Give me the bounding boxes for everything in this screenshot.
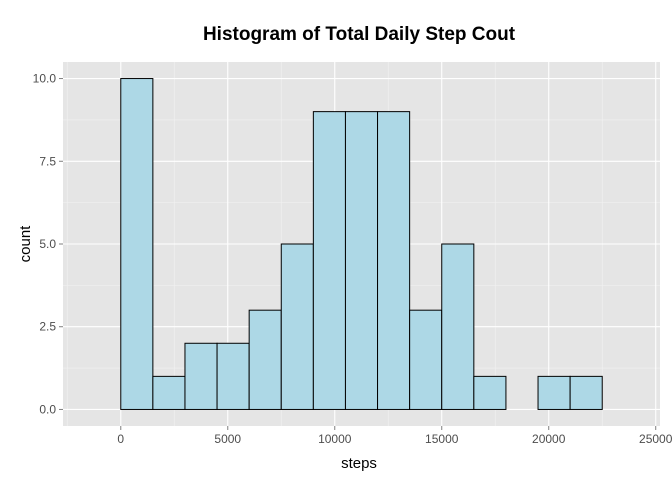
histogram-bar <box>248 309 282 410</box>
histogram-bar <box>537 375 571 410</box>
x-tick-label: 20000 <box>532 432 566 446</box>
histogram-bar <box>569 375 603 410</box>
y-tick-label: 7.5 <box>39 154 56 168</box>
y-axis-title: count <box>17 225 34 263</box>
histogram-bar <box>280 243 314 410</box>
y-tick-label: 2.5 <box>39 320 56 334</box>
x-tick-label: 5000 <box>214 432 241 446</box>
histogram-bar <box>184 342 218 410</box>
y-tick-label: 10.0 <box>33 72 57 86</box>
chart-title: Histogram of Total Daily Step Cout <box>203 24 516 45</box>
histogram-bars <box>120 78 603 410</box>
histogram-bar <box>441 243 475 410</box>
y-tick-label: 0.0 <box>39 402 56 416</box>
histogram-bar <box>312 111 346 410</box>
x-tick-label: 10000 <box>318 432 352 446</box>
x-tick-label: 15000 <box>425 432 459 446</box>
x-axis-title: steps <box>341 455 377 472</box>
histogram-bar <box>120 78 154 410</box>
histogram-bar <box>409 309 443 410</box>
y-tick-label: 5.0 <box>39 237 56 251</box>
histogram-bar <box>344 111 379 410</box>
x-tick-label: 0 <box>117 432 124 446</box>
histogram-bar <box>473 375 507 410</box>
x-tick-label: 25000 <box>639 432 672 446</box>
histogram-bar <box>377 111 411 410</box>
histogram-bar <box>216 342 250 410</box>
y-axis-ticks: 0.0 2.5 5.0 7.5 10.0 <box>33 72 63 416</box>
histogram-bar <box>152 375 186 410</box>
x-axis-ticks: 0 5000 10000 15000 20000 25000 <box>117 426 672 446</box>
